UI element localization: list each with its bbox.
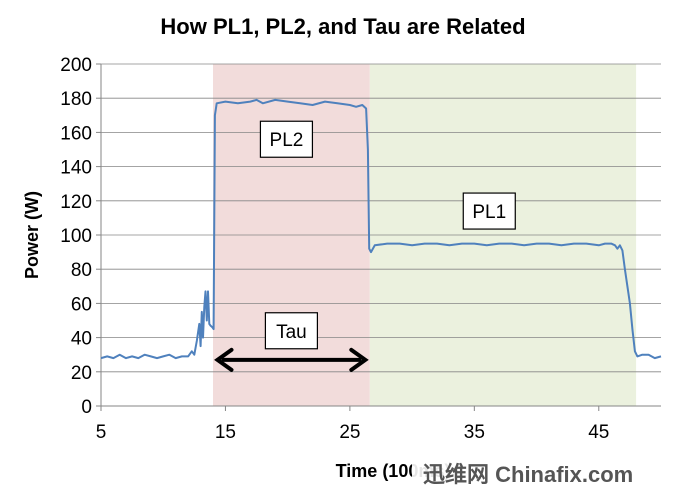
y-tick-label: 100 (60, 226, 92, 247)
annotation-box (264, 312, 318, 350)
y-tick-label: 200 (60, 55, 92, 76)
annotation-label: Tau (276, 322, 307, 343)
gridlines (96, 63, 661, 407)
annotation-pl2: PL2 (259, 120, 314, 158)
y-tick-label: 40 (71, 329, 92, 350)
annotation-tau: Tau (264, 312, 318, 350)
x-tick-label: 45 (588, 422, 609, 443)
x-tick-label: 25 (339, 422, 360, 443)
tau-arrow-left-head (214, 347, 234, 372)
tau-arrow (214, 347, 369, 372)
series-line (100, 98, 662, 360)
tau-arrow-right-head (349, 347, 369, 372)
annotation-box (259, 120, 314, 158)
y-tick-label: 140 (60, 158, 92, 179)
x-tick-label: 15 (215, 422, 236, 443)
y-tick-label: 80 (71, 260, 92, 281)
series-layer (100, 98, 662, 360)
watermark: 迅维网 Chinafix.com (412, 450, 685, 497)
y-tick-label: 20 (71, 363, 92, 384)
annotation-label: PL1 (472, 202, 506, 223)
watermark-plate (412, 450, 685, 497)
x-tick-labels: 5 15 25 35 45 (96, 406, 609, 443)
y-tick-label: 60 (71, 294, 92, 315)
y-tick-label: 120 (60, 192, 92, 213)
y-tick-labels: 0 20 40 60 80 100 120 140 160 180 200 (60, 55, 92, 418)
y-tick-label: 160 (60, 123, 92, 144)
y-tick-label: 0 (81, 397, 92, 418)
x-tick-label: 35 (464, 422, 485, 443)
watermark-text: 迅维网 Chinafix.com (423, 462, 633, 487)
annotation-pl1: PL1 (462, 192, 516, 230)
y-tick-label: 180 (60, 89, 92, 110)
x-tick-label: 5 (96, 422, 107, 443)
annotation-label: PL2 (270, 130, 304, 151)
chart-title: How PL1, PL2, and Tau are Related (160, 14, 525, 39)
y-axis-label: Power (W) (22, 191, 42, 279)
annotations: PL2 PL1 Tau (214, 120, 516, 372)
annotation-box (462, 192, 516, 230)
